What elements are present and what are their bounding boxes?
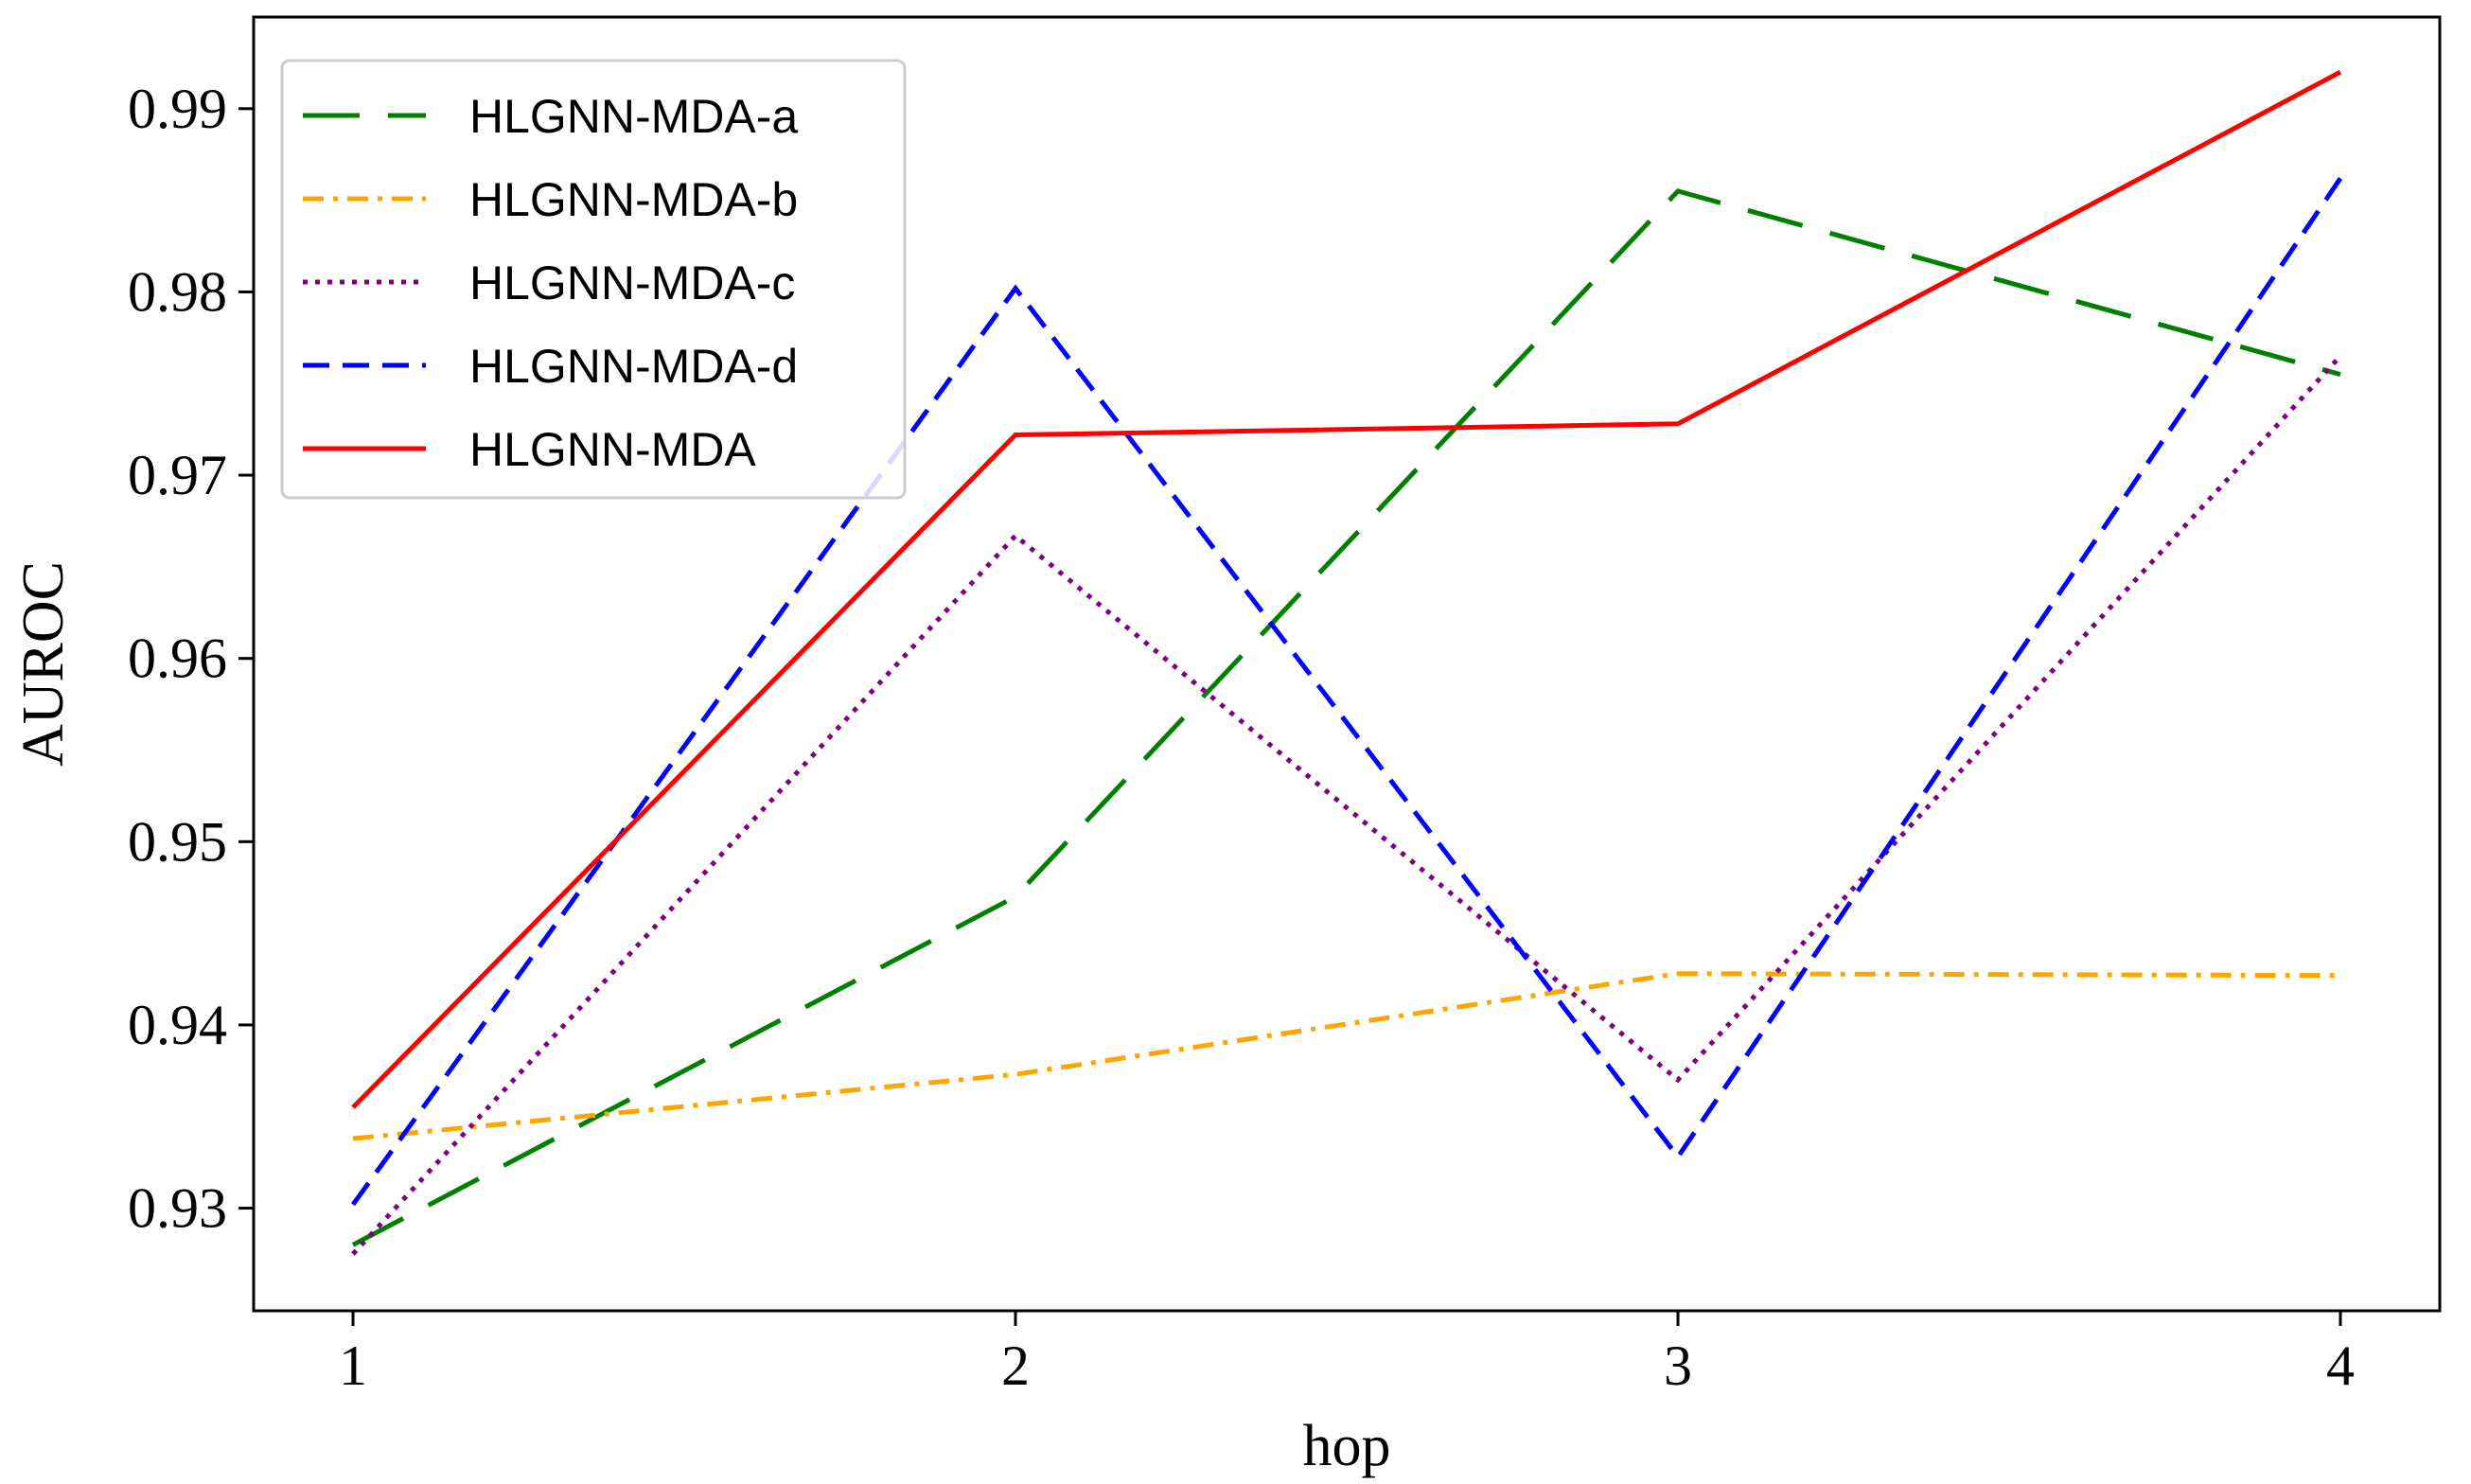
legend-label-hlgnn-mda: HLGNN-MDA (469, 423, 756, 476)
y-axis-label: AUROC (11, 561, 76, 767)
legend-label-hlgnn-mda-d: HLGNN-MDA-d (469, 340, 798, 393)
x-axis-label: hop (1303, 1414, 1391, 1478)
y-tick-label: 0.95 (128, 810, 227, 873)
x-tick-label: 2 (1001, 1334, 1030, 1397)
series-line-hlgnn-mda-a (351, 188, 2341, 1247)
series-layer (350, 69, 2343, 1256)
axes-layer: 1 2 3 4 0.93 0.94 0.95 0.96 0.97 0.98 0.99 (128, 78, 2355, 1397)
y-tick-label: 0.96 (128, 627, 227, 690)
series-line-hlgnn-mda-d (350, 176, 2343, 1207)
series-line-hlgnn-mda (351, 69, 2342, 1109)
legend: HLGNN-MDA-a HLGNN-MDA-b HLGNN-MDA-c HLGNN-M… (280, 59, 907, 500)
x-tick-label: 1 (339, 1334, 367, 1397)
y-tick-label: 0.99 (128, 78, 227, 140)
legend-label-hlgnn-mda-a: HLGNN-MDA-a (469, 90, 798, 143)
legend-label-hlgnn-mda-b: HLGNN-MDA-b (469, 173, 798, 226)
y-tick-label: 0.97 (128, 444, 227, 506)
x-tick-label: 3 (1664, 1334, 1692, 1397)
y-tick-label: 0.93 (128, 1177, 227, 1240)
legend-box (280, 59, 907, 500)
series-line-hlgnn-mda-c (351, 354, 2342, 1256)
y-tick-label: 0.94 (128, 994, 227, 1056)
legend-label-hlgnn-mda-c: HLGNN-MDA-c (469, 256, 795, 309)
x-tick-label: 4 (2326, 1334, 2355, 1397)
y-tick-label: 0.98 (128, 260, 227, 323)
plot-frame (252, 15, 2442, 1313)
